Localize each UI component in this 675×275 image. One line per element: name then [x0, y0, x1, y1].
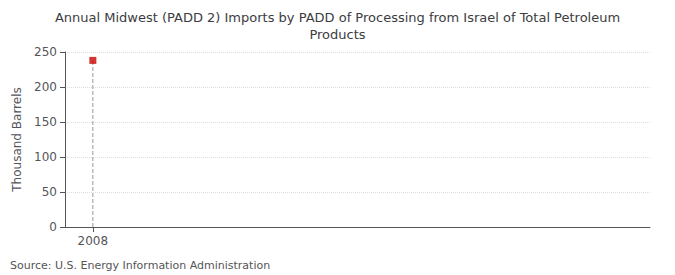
svg-text:200: 200	[34, 80, 57, 94]
svg-text:250: 250	[34, 45, 57, 59]
svg-text:2008: 2008	[78, 234, 109, 248]
svg-text:150: 150	[34, 115, 57, 129]
svg-text:Thousand Barrels: Thousand Barrels	[10, 87, 24, 192]
svg-text:50: 50	[42, 185, 57, 199]
svg-text:Source: U.S. Energy Informatio: Source: U.S. Energy Information Administ…	[10, 259, 270, 272]
svg-text:100: 100	[34, 150, 57, 164]
svg-text:Annual Midwest (PADD 2) Import: Annual Midwest (PADD 2) Imports by PADD …	[55, 10, 620, 25]
svg-text:Products: Products	[309, 27, 365, 42]
svg-text:0: 0	[49, 220, 57, 234]
